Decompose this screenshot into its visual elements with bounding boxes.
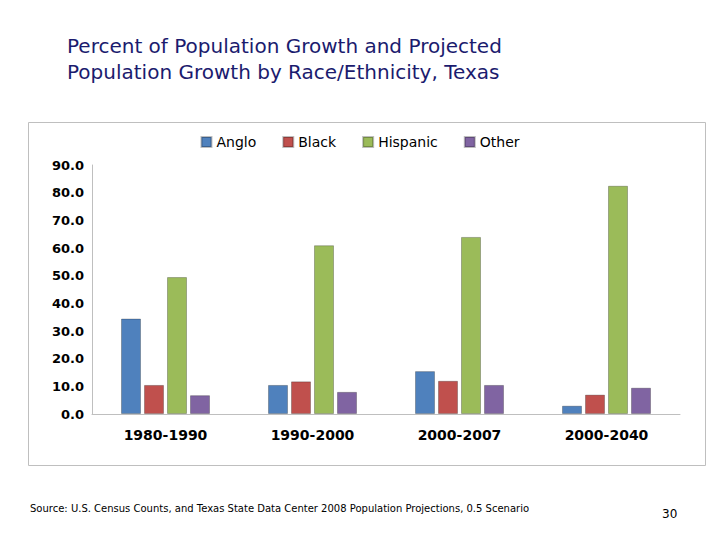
svg-text:70.0: 70.0 [52, 213, 84, 228]
svg-text:Population Growth by Race/Ethn: Population Growth by Race/Ethnicity, Tex… [67, 60, 499, 84]
svg-text:Anglo: Anglo [216, 134, 256, 150]
svg-text:50.0: 50.0 [52, 268, 84, 283]
svg-text:80.0: 80.0 [52, 185, 84, 200]
svg-text:20.0: 20.0 [52, 351, 84, 366]
svg-text:Percent of Population Growth a: Percent of Population Growth and Project… [67, 34, 508, 58]
svg-text:Hispanic: Hispanic [378, 134, 438, 150]
svg-text:30.0: 30.0 [52, 324, 84, 339]
svg-text:2000-2040: 2000-2040 [565, 427, 649, 443]
svg-text:60.0: 60.0 [52, 241, 84, 256]
svg-text:Source: U.S. Census Counts, an: Source: U.S. Census Counts, and Texas St… [30, 503, 529, 514]
svg-text:40.0: 40.0 [52, 296, 84, 311]
svg-text:1990-2000: 1990-2000 [271, 427, 355, 443]
svg-text:1980-1990: 1980-1990 [124, 427, 208, 443]
svg-text:10.0: 10.0 [52, 379, 84, 394]
svg-text:30: 30 [662, 507, 677, 521]
svg-text:Black: Black [298, 134, 337, 150]
svg-text:90.0: 90.0 [52, 158, 84, 173]
svg-text:2000-2007: 2000-2007 [418, 427, 502, 443]
svg-text:0.0: 0.0 [61, 407, 84, 422]
svg-text:Other: Other [480, 134, 520, 150]
